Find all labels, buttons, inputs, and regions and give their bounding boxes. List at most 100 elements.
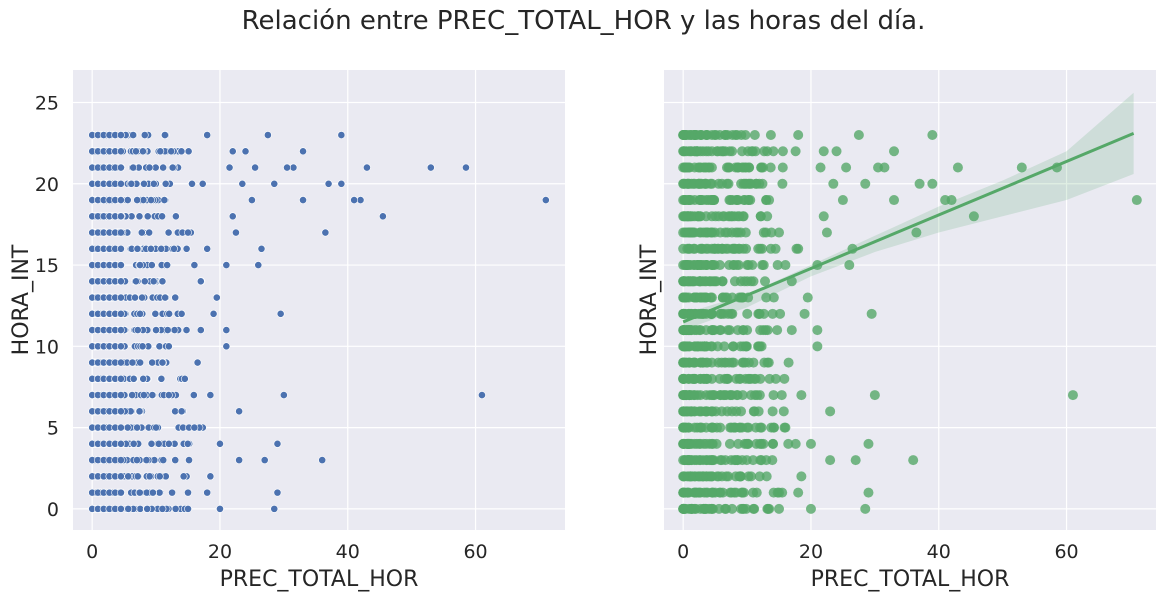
data-point <box>182 326 191 334</box>
data-point <box>706 178 717 189</box>
data-point <box>706 487 717 498</box>
data-point <box>128 358 137 367</box>
data-point <box>133 196 142 204</box>
data-point <box>706 260 717 271</box>
data-point <box>761 292 772 303</box>
data-point <box>793 243 804 254</box>
data-point <box>158 504 167 513</box>
data-point <box>142 456 151 465</box>
data-point <box>706 341 717 352</box>
data-point <box>189 391 198 399</box>
data-point <box>844 260 855 271</box>
data-point <box>170 244 178 253</box>
data-point <box>863 487 874 498</box>
data-point <box>715 146 726 157</box>
data-point <box>145 228 154 237</box>
data-point <box>117 439 125 448</box>
data-point <box>164 342 173 351</box>
y-tick-label: 0 <box>47 499 59 521</box>
data-point <box>706 471 717 482</box>
data-point <box>462 163 470 172</box>
data-point <box>796 390 807 401</box>
data-point <box>754 390 765 401</box>
data-point <box>164 391 173 399</box>
data-point <box>251 163 260 172</box>
data-point <box>783 357 794 368</box>
data-point <box>828 178 839 189</box>
data-point <box>764 503 775 514</box>
data-point <box>706 503 717 514</box>
data-point <box>721 292 732 303</box>
data-point <box>742 308 753 319</box>
data-point <box>719 373 730 384</box>
data-point <box>171 212 180 221</box>
data-point <box>222 326 231 334</box>
data-point <box>167 147 176 156</box>
data-point <box>716 178 727 189</box>
data-point <box>161 131 169 139</box>
data-point <box>778 406 789 417</box>
y-axis-label: HORA_INT <box>637 244 662 355</box>
data-point <box>140 277 149 286</box>
data-point <box>152 423 160 432</box>
data-point <box>216 439 224 448</box>
data-point <box>124 504 133 513</box>
data-point <box>738 178 749 189</box>
data-point <box>706 422 717 433</box>
data-point <box>777 146 788 157</box>
data-point <box>154 439 163 448</box>
data-point <box>706 243 717 254</box>
data-point <box>133 456 141 465</box>
data-point <box>157 244 166 253</box>
data-point <box>203 131 212 139</box>
data-point <box>132 277 140 286</box>
data-point <box>860 178 871 189</box>
data-point <box>968 211 979 222</box>
data-point <box>139 147 147 156</box>
data-point <box>168 163 177 172</box>
data-point <box>754 308 765 319</box>
data-point <box>724 357 735 368</box>
data-point <box>728 341 739 352</box>
data-point <box>238 179 247 188</box>
data-points <box>678 130 1142 514</box>
data-point <box>161 293 170 302</box>
data-point <box>911 227 922 238</box>
data-point <box>1067 390 1078 401</box>
data-point <box>299 196 307 204</box>
data-point <box>724 211 735 222</box>
data-point <box>755 243 766 254</box>
data-point <box>117 228 125 237</box>
data-point <box>203 488 212 497</box>
data-point <box>805 503 816 514</box>
data-point <box>768 292 779 303</box>
data-point <box>117 277 125 286</box>
data-point <box>183 439 192 448</box>
data-point <box>737 146 748 157</box>
data-point <box>889 195 900 206</box>
data-point <box>805 438 816 449</box>
data-point <box>772 325 783 336</box>
data-point <box>786 325 797 336</box>
x-tick-label: 40 <box>927 541 951 563</box>
data-point <box>733 438 744 449</box>
data-point <box>145 472 154 481</box>
data-point <box>726 487 737 498</box>
data-point <box>180 374 189 383</box>
data-point <box>198 179 207 188</box>
data-point <box>790 146 801 157</box>
data-point <box>730 227 741 238</box>
y-tick-label: 5 <box>47 418 59 440</box>
data-point <box>171 456 180 465</box>
data-point <box>248 196 256 204</box>
y-tick-label: 15 <box>35 255 59 277</box>
data-point <box>1016 162 1027 173</box>
data-point <box>241 147 250 156</box>
data-point <box>117 212 125 221</box>
data-point <box>747 260 758 271</box>
data-point <box>754 438 765 449</box>
data-point <box>706 292 717 303</box>
data-point <box>722 227 733 238</box>
data-point <box>706 195 717 206</box>
data-point <box>117 147 125 156</box>
